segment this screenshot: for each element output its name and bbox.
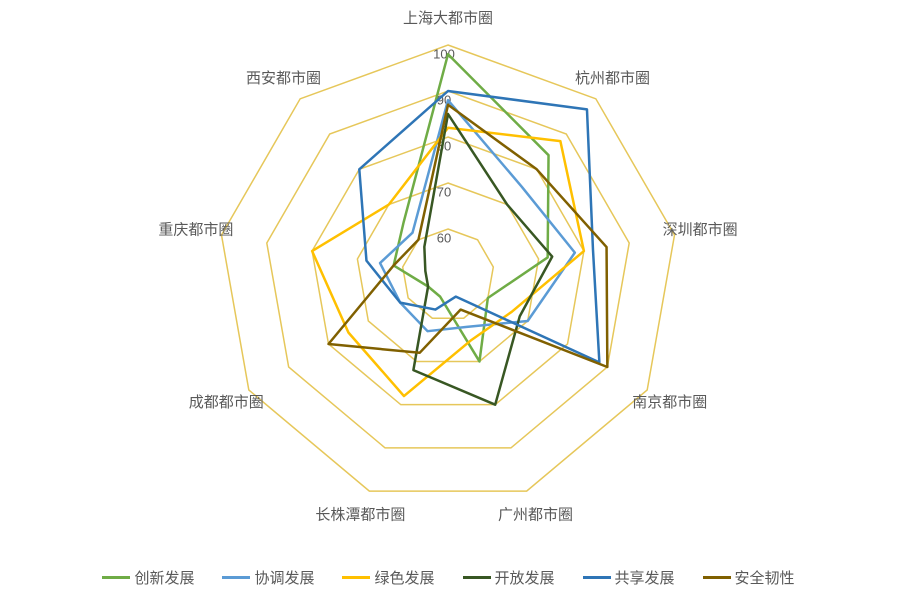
legend-label: 绿色发展 (374, 567, 434, 588)
legend-label: 安全韧性 (735, 567, 795, 588)
axis-label: 深圳都市圈 (663, 222, 738, 239)
axis-label: 长株潭都市圈 (315, 507, 405, 524)
axis-label: 西安都市圈 (246, 70, 321, 87)
series-line (380, 100, 575, 331)
legend-item: 安全韧性 (703, 567, 795, 588)
legend-item: 协调发展 (222, 567, 314, 588)
legend-swatch (222, 576, 250, 579)
axis-label: 成都都市圈 (189, 394, 264, 411)
legend-label: 开放发展 (495, 567, 555, 588)
legend-swatch (342, 576, 370, 579)
axis-label: 广州都市圈 (498, 507, 573, 524)
legend-item: 开放发展 (463, 567, 555, 588)
legend-item: 创新发展 (102, 567, 194, 588)
legend-item: 共享发展 (583, 567, 675, 588)
legend: 创新发展 协调发展 绿色发展 开放发展 共享发展 安全韧性 (0, 567, 897, 588)
legend-item: 绿色发展 (342, 567, 434, 588)
axis-label: 杭州都市圈 (575, 70, 650, 87)
tick-label: 70 (437, 184, 451, 199)
legend-swatch (463, 576, 491, 579)
axis-label: 重庆都市圈 (158, 222, 233, 239)
legend-swatch (583, 576, 611, 579)
tick-label: 60 (437, 230, 451, 245)
legend-label: 共享发展 (615, 567, 675, 588)
legend-swatch (703, 576, 731, 579)
legend-label: 协调发展 (254, 567, 314, 588)
axis-label: 南京都市圈 (632, 394, 707, 411)
radar-chart: 60708090100上海大都市圈杭州都市圈深圳都市圈南京都市圈广州都市圈长株潭… (0, 0, 897, 602)
legend-swatch (102, 576, 130, 579)
legend-label: 创新发展 (134, 567, 194, 588)
radar-svg: 60708090100上海大都市圈杭州都市圈深圳都市圈南京都市圈广州都市圈长株潭… (0, 0, 897, 560)
axis-label: 上海大都市圈 (403, 10, 493, 27)
